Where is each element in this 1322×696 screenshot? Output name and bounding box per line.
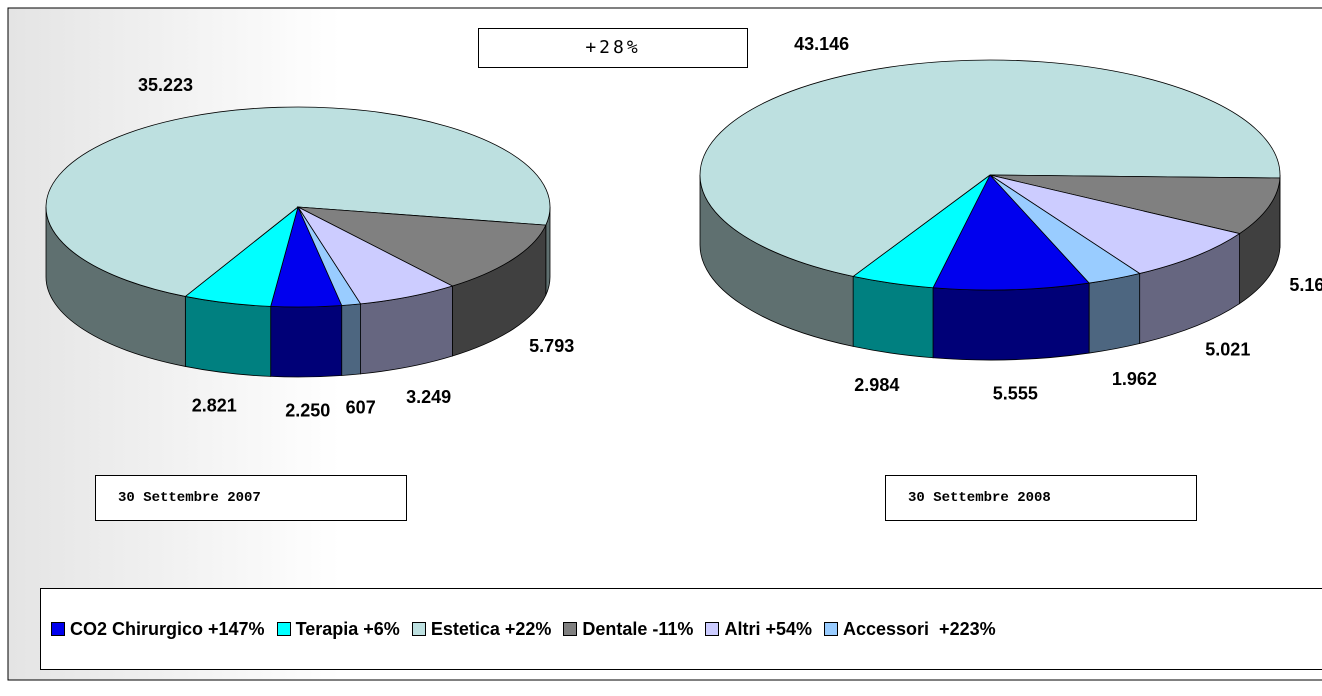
value-label: 2.984 xyxy=(854,375,899,395)
value-label: 2.821 xyxy=(192,395,237,415)
legend-item: Estetica +22% xyxy=(412,619,552,640)
legend-item: Terapia +6% xyxy=(277,619,400,640)
value-label: 5.555 xyxy=(993,383,1038,403)
legend-swatch xyxy=(705,622,719,636)
pie-side xyxy=(185,296,270,376)
legend-item: Dentale -11% xyxy=(563,619,693,640)
legend-label: Altri +54% xyxy=(724,619,812,640)
value-label: 5.793 xyxy=(529,336,574,356)
legend-swatch xyxy=(824,622,838,636)
annotation: +28% xyxy=(478,28,748,68)
value-label: 1.962 xyxy=(1112,369,1157,389)
value-label: 5.021 xyxy=(1205,339,1250,359)
legend-swatch xyxy=(412,622,426,636)
legend-label: Dentale -11% xyxy=(582,619,693,640)
pie-side xyxy=(853,276,933,357)
pie-side xyxy=(342,304,361,376)
legend-item: Accessori +223% xyxy=(824,619,996,640)
value-label: 607 xyxy=(346,398,376,418)
page: 2.250 2.821 35.223 5.793 3.249 607 5.555 2.984 4… xyxy=(0,0,1322,696)
pie-side xyxy=(1089,274,1139,354)
legend-item: Altri +54% xyxy=(705,619,812,640)
legend-label: CO2 Chirurgico +147% xyxy=(70,619,265,640)
value-label: 35.223 xyxy=(138,75,193,95)
pie-side xyxy=(933,283,1089,360)
value-label: 43.146 xyxy=(794,34,849,54)
legend-label: Accessori +223% xyxy=(843,619,996,640)
legend-swatch xyxy=(277,622,291,636)
chart-title: 30 Settembre 2007 xyxy=(95,475,407,521)
chart-title: 30 Settembre 2008 xyxy=(885,475,1197,521)
legend-swatch xyxy=(563,622,577,636)
legend-label: Terapia +6% xyxy=(296,619,400,640)
value-label: 2.250 xyxy=(285,401,330,421)
value-label: 5.162 xyxy=(1289,275,1322,295)
legend-item: CO2 Chirurgico +147% xyxy=(51,619,265,640)
legend: CO2 Chirurgico +147% Terapia +6% Estetica … xyxy=(40,588,1322,670)
legend-swatch xyxy=(51,622,65,636)
legend-label: Estetica +22% xyxy=(431,619,552,640)
value-label: 3.249 xyxy=(406,387,451,407)
pie-side xyxy=(271,305,342,377)
